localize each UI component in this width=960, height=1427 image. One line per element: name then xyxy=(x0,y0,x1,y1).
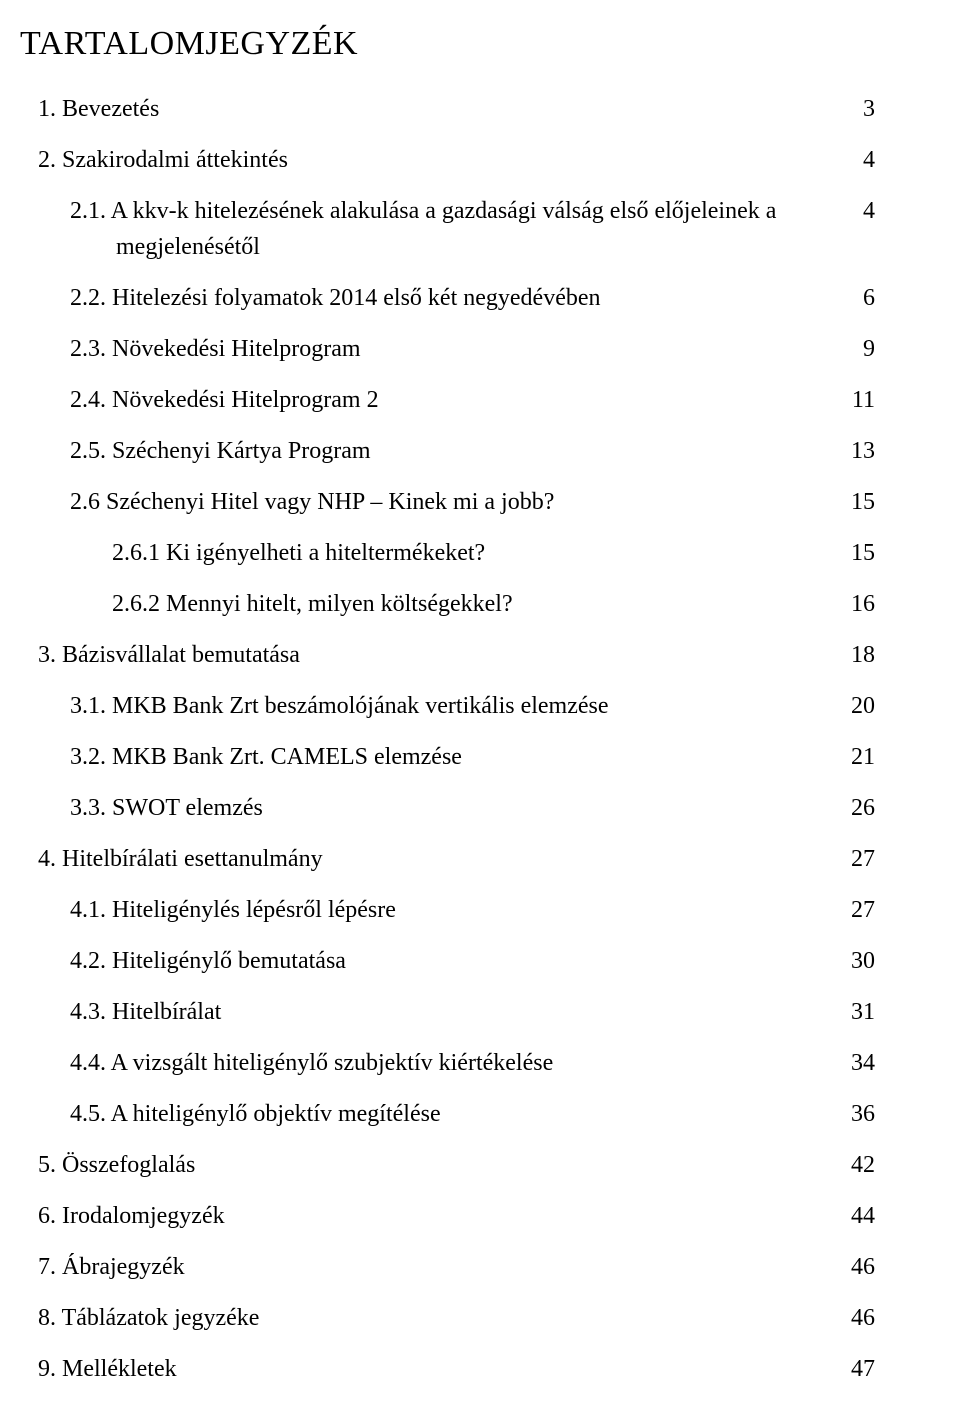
toc-page-number: 15 xyxy=(825,535,875,571)
toc-row: 6. Irodalomjegyzék44 xyxy=(20,1198,875,1234)
toc-page-number: 16 xyxy=(825,586,875,622)
toc-row: 2.6.1 Ki igényelheti a hiteltermékeket?1… xyxy=(20,535,875,571)
page-title: TARTALOMJEGYZÉK xyxy=(20,25,875,63)
toc-row: 4.1. Hiteligénylés lépésről lépésre27 xyxy=(20,892,875,928)
toc-label: 3. Bázisvállalat bemutatása xyxy=(20,637,825,673)
toc-label: 4. Hitelbírálati esettanulmány xyxy=(20,841,825,877)
toc-label: 2. Szakirodalmi áttekintés xyxy=(20,142,825,178)
toc-row: 2.5. Széchenyi Kártya Program13 xyxy=(20,433,875,469)
toc-row: 8. Táblázatok jegyzéke46 xyxy=(20,1300,875,1336)
toc-row: 4. Hitelbírálati esettanulmány27 xyxy=(20,841,875,877)
toc-page-number: 30 xyxy=(825,943,875,979)
toc-label: 2.5. Széchenyi Kártya Program xyxy=(20,433,825,469)
toc-page-number: 36 xyxy=(825,1096,875,1132)
toc-label: 4.4. A vizsgált hiteligénylő szubjektív … xyxy=(20,1045,825,1081)
toc-label: 3.2. MKB Bank Zrt. CAMELS elemzése xyxy=(20,739,825,775)
toc-row: 9. Mellékletek47 xyxy=(20,1351,875,1387)
toc-label: 4.5. A hiteligénylő objektív megítélése xyxy=(20,1096,825,1132)
toc-page-number: 20 xyxy=(825,688,875,724)
toc-label: 2.6 Széchenyi Hitel vagy NHP – Kinek mi … xyxy=(20,484,825,520)
toc-row: 5. Összefoglalás42 xyxy=(20,1147,875,1183)
toc-label: 4.3. Hitelbírálat xyxy=(20,994,825,1030)
toc-label: 9. Mellékletek xyxy=(20,1351,825,1387)
toc-page-number: 26 xyxy=(825,790,875,826)
toc-page-number: 6 xyxy=(825,280,875,316)
toc-label: 4.2. Hiteligénylő bemutatása xyxy=(20,943,825,979)
toc-row: 4.4. A vizsgált hiteligénylő szubjektív … xyxy=(20,1045,875,1081)
toc-page-number: 31 xyxy=(825,994,875,1030)
toc-row: 2.3. Növekedési Hitelprogram9 xyxy=(20,331,875,367)
toc-label: 2.3. Növekedési Hitelprogram xyxy=(20,331,825,367)
toc-row: 2.1. A kkv-k hitelezésének alakulása a g… xyxy=(20,193,875,265)
toc-page-number: 47 xyxy=(825,1351,875,1387)
toc-label: 2.6.1 Ki igényelheti a hiteltermékeket? xyxy=(20,535,825,571)
toc-page-number: 3 xyxy=(825,91,875,127)
toc-page-number: 4 xyxy=(825,193,875,229)
toc-page-number: 42 xyxy=(825,1147,875,1183)
page: TARTALOMJEGYZÉK 1. Bevezetés32. Szakirod… xyxy=(0,0,960,1427)
toc-row: 2.6.2 Mennyi hitelt, milyen költségekkel… xyxy=(20,586,875,622)
toc-page-number: 34 xyxy=(825,1045,875,1081)
toc-row: 1. Bevezetés3 xyxy=(20,91,875,127)
toc-label: 1. Bevezetés xyxy=(20,91,825,127)
toc-row: 2. Szakirodalmi áttekintés4 xyxy=(20,142,875,178)
toc-label: 3.1. MKB Bank Zrt beszámolójának vertiká… xyxy=(20,688,825,724)
toc-label: 2.2. Hitelezési folyamatok 2014 első két… xyxy=(20,280,825,316)
toc-label: 4.1. Hiteligénylés lépésről lépésre xyxy=(20,892,825,928)
toc-row: 2.2. Hitelezési folyamatok 2014 első két… xyxy=(20,280,875,316)
toc-label: 8. Táblázatok jegyzéke xyxy=(20,1300,825,1336)
toc-page-number: 11 xyxy=(825,382,875,418)
toc-page-number: 27 xyxy=(825,892,875,928)
toc-row: 3.3. SWOT elemzés26 xyxy=(20,790,875,826)
toc-row: 2.6 Széchenyi Hitel vagy NHP – Kinek mi … xyxy=(20,484,875,520)
toc-page-number: 46 xyxy=(825,1300,875,1336)
toc-row: 4.2. Hiteligénylő bemutatása30 xyxy=(20,943,875,979)
toc-page-number: 44 xyxy=(825,1198,875,1234)
toc-row: 4.3. Hitelbírálat31 xyxy=(20,994,875,1030)
toc-label: 6. Irodalomjegyzék xyxy=(20,1198,825,1234)
table-of-contents: 1. Bevezetés32. Szakirodalmi áttekintés4… xyxy=(20,91,875,1387)
toc-page-number: 21 xyxy=(825,739,875,775)
toc-page-number: 4 xyxy=(825,142,875,178)
toc-page-number: 9 xyxy=(825,331,875,367)
toc-row: 3.1. MKB Bank Zrt beszámolójának vertiká… xyxy=(20,688,875,724)
toc-label: 5. Összefoglalás xyxy=(20,1147,825,1183)
toc-page-number: 13 xyxy=(825,433,875,469)
toc-label: 2.4. Növekedési Hitelprogram 2 xyxy=(20,382,825,418)
toc-row: 3.2. MKB Bank Zrt. CAMELS elemzése21 xyxy=(20,739,875,775)
toc-row: 2.4. Növekedési Hitelprogram 211 xyxy=(20,382,875,418)
toc-label: 2.6.2 Mennyi hitelt, milyen költségekkel… xyxy=(20,586,825,622)
toc-page-number: 18 xyxy=(825,637,875,673)
toc-row: 4.5. A hiteligénylő objektív megítélése3… xyxy=(20,1096,875,1132)
toc-row: 7. Ábrajegyzék46 xyxy=(20,1249,875,1285)
toc-row: 3. Bázisvállalat bemutatása18 xyxy=(20,637,875,673)
toc-label: 7. Ábrajegyzék xyxy=(20,1249,825,1285)
toc-page-number: 27 xyxy=(825,841,875,877)
toc-label: 3.3. SWOT elemzés xyxy=(20,790,825,826)
toc-page-number: 46 xyxy=(825,1249,875,1285)
toc-label: 2.1. A kkv-k hitelezésének alakulása a g… xyxy=(20,193,825,265)
toc-page-number: 15 xyxy=(825,484,875,520)
